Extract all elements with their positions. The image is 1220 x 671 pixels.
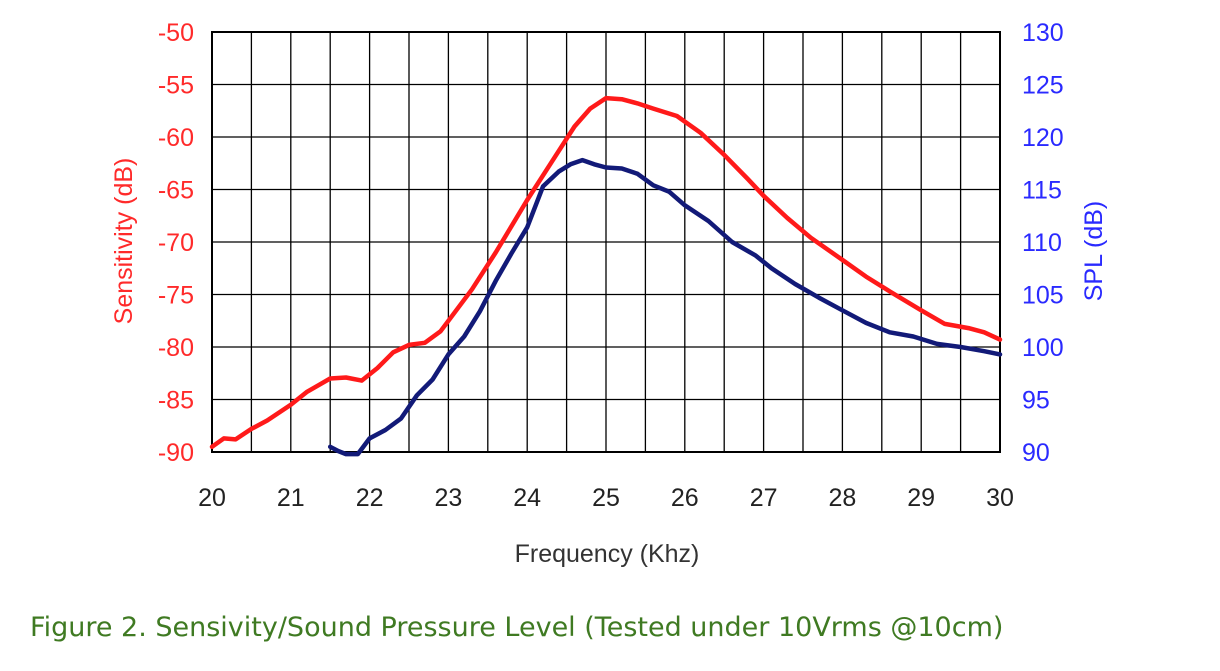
y-right-tick-label: 100 [1022, 334, 1064, 362]
x-tick-label: 24 [513, 484, 541, 512]
x-tick-label: 28 [828, 484, 856, 512]
spl-series-line [327, 157, 1003, 457]
y-right-tick-label: 130 [1022, 19, 1064, 47]
x-tick-label: 25 [592, 484, 620, 512]
y-left-tick-label: -75 [158, 282, 194, 310]
chart: -50 -55 -60 -65 -70 -75 -80 -85 -90 130 125 120 115 1… [110, 19, 1108, 568]
y-left-tick-label: -60 [158, 124, 194, 152]
grid [212, 32, 1000, 452]
series-layer [209, 95, 1003, 457]
x-tick-label: 29 [907, 484, 935, 512]
y-left-tick-label: -55 [158, 72, 194, 100]
y-right-tick-label: 125 [1022, 72, 1064, 100]
y-right-tick-label: 105 [1022, 282, 1064, 310]
plot-frame [211, 31, 1001, 453]
y-left-tick-label: -90 [158, 439, 194, 467]
y-left-tick-label: -70 [158, 229, 194, 257]
y-right-tick-label: 95 [1022, 387, 1050, 415]
y-axis-right-label: SPL (dB) [1080, 201, 1108, 302]
y-right-tick-label: 90 [1022, 439, 1050, 467]
figure-caption: Figure 2. Sensivity/Sound Pressure Level… [30, 612, 1004, 643]
x-axis-label: Frequency (Khz) [515, 540, 700, 568]
x-tick-label: 22 [356, 484, 384, 512]
y-left-tick-label: -65 [158, 177, 194, 205]
tick-labels: -50 -55 -60 -65 -70 -75 -80 -85 -90 130 125 120 115 1… [158, 19, 1064, 512]
y-left-tick-label: -85 [158, 387, 194, 415]
y-left-tick-label: -50 [158, 19, 194, 47]
y-right-tick-label: 115 [1022, 177, 1062, 205]
x-tick-label: 20 [198, 484, 226, 512]
x-tick-label: 21 [277, 484, 305, 512]
y-axis-left-label: Sensitivity (dB) [110, 158, 138, 325]
y-right-tick-label: 120 [1022, 124, 1064, 152]
sensitivity-series-line [209, 95, 1003, 450]
y-right-tick-label: 110 [1022, 229, 1062, 257]
x-tick-label: 23 [434, 484, 462, 512]
y-left-tick-label: -80 [158, 334, 194, 362]
x-tick-label: 27 [750, 484, 778, 512]
x-tick-label: 26 [671, 484, 699, 512]
x-tick-label: 30 [986, 484, 1014, 512]
